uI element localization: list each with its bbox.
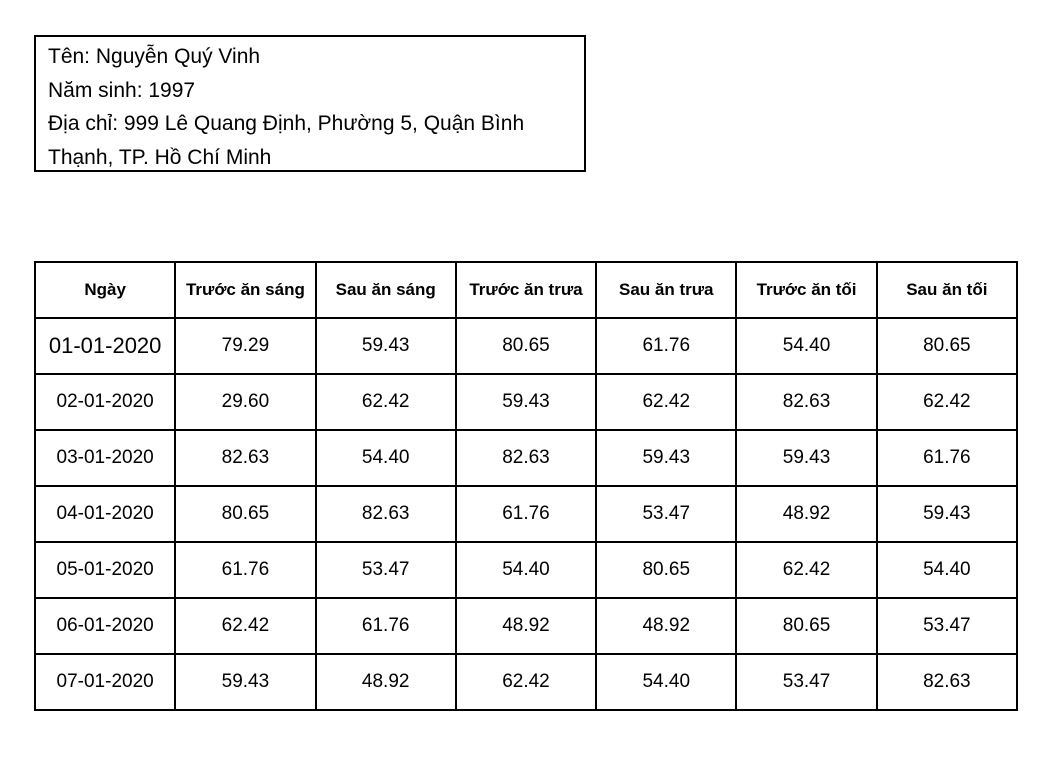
table-cell: 59.43 <box>875 485 1019 543</box>
table-row: 06-01-2020 62.42 61.76 48.92 48.92 80.65… <box>33 597 1019 655</box>
table-cell: 48.92 <box>314 653 457 711</box>
table-cell: 62.42 <box>314 373 457 431</box>
table-cell: 53.47 <box>735 653 878 711</box>
table-cell: 54.40 <box>595 653 738 711</box>
table-cell-date: 01-01-2020 <box>33 317 177 375</box>
table-cell: 59.43 <box>595 429 738 487</box>
patient-address: Địa chỉ: 999 Lê Quang Định, Phường 5, Qu… <box>48 112 525 169</box>
table-cell-date: 05-01-2020 <box>33 541 177 599</box>
header-before-dinner: Trước ăn tối <box>735 261 878 319</box>
table-cell: 59.43 <box>314 317 457 375</box>
table-cell: 53.47 <box>314 541 457 599</box>
table-cell: 54.40 <box>454 541 598 599</box>
table-cell: 62.42 <box>875 373 1019 431</box>
header-date: Ngày <box>33 261 177 319</box>
header-after-lunch: Sau ăn trưa <box>595 261 738 319</box>
table-cell-date: 06-01-2020 <box>33 597 177 655</box>
table-cell: 82.63 <box>314 485 457 543</box>
table-row: 02-01-2020 29.60 62.42 59.43 62.42 82.63… <box>33 373 1019 431</box>
table-row: 04-01-2020 80.65 82.63 61.76 53.47 48.92… <box>33 485 1019 543</box>
glucose-readings-table: Ngày Trước ăn sáng Sau ăn sáng Trước ăn … <box>33 261 1019 711</box>
table-cell: 80.65 <box>454 317 598 375</box>
table-cell: 61.76 <box>875 429 1019 487</box>
table-cell: 54.40 <box>875 541 1019 599</box>
table-cell: 61.76 <box>314 597 457 655</box>
header-after-breakfast: Sau ăn sáng <box>314 261 457 319</box>
table-cell-date: 02-01-2020 <box>33 373 177 431</box>
table-cell: 62.42 <box>735 541 878 599</box>
table-cell: 80.65 <box>875 317 1019 375</box>
table-cell: 82.63 <box>875 653 1019 711</box>
table-cell: 29.60 <box>174 373 317 431</box>
header-before-lunch: Trước ăn trưa <box>454 261 598 319</box>
table-cell: 82.63 <box>454 429 598 487</box>
table-row: 01-01-2020 79.29 59.43 80.65 61.76 54.40… <box>33 317 1019 375</box>
table-header-row: Ngày Trước ăn sáng Sau ăn sáng Trước ăn … <box>33 261 1019 319</box>
patient-birth-year: Năm sinh: 1997 <box>48 78 196 102</box>
table-cell-date: 07-01-2020 <box>33 653 177 711</box>
table-cell: 62.42 <box>174 597 317 655</box>
table-cell: 61.76 <box>595 317 738 375</box>
table-cell: 80.65 <box>174 485 317 543</box>
table-cell: 59.43 <box>735 429 878 487</box>
table-row: 07-01-2020 59.43 48.92 62.42 54.40 53.47… <box>33 653 1019 711</box>
table-cell: 53.47 <box>595 485 738 543</box>
patient-name: Tên: Nguyễn Quý Vinh <box>48 45 261 68</box>
table-cell: 48.92 <box>735 485 878 543</box>
table-cell: 62.42 <box>595 373 738 431</box>
table-cell: 54.40 <box>735 317 878 375</box>
table-cell: 79.29 <box>174 317 317 375</box>
table-cell: 61.76 <box>174 541 317 599</box>
table-cell: 61.76 <box>454 485 598 543</box>
table-cell: 54.40 <box>314 429 457 487</box>
table-cell-date: 03-01-2020 <box>33 429 177 487</box>
table-cell: 59.43 <box>174 653 317 711</box>
table-cell: 53.47 <box>875 597 1019 655</box>
table-cell: 59.43 <box>454 373 598 431</box>
table-row: 03-01-2020 82.63 54.40 82.63 59.43 59.43… <box>33 429 1019 487</box>
table-cell-date: 04-01-2020 <box>33 485 177 543</box>
table-cell: 48.92 <box>454 597 598 655</box>
table-cell: 82.63 <box>174 429 317 487</box>
header-after-dinner: Sau ăn tối <box>875 261 1019 319</box>
table-cell: 80.65 <box>595 541 738 599</box>
table-cell: 80.65 <box>735 597 878 655</box>
table-cell: 62.42 <box>454 653 598 711</box>
table-cell: 82.63 <box>735 373 878 431</box>
table-cell: 48.92 <box>595 597 738 655</box>
patient-info-box: Tên: Nguyễn Quý Vinh Năm sinh: 1997 Địa … <box>34 35 586 172</box>
table-row: 05-01-2020 61.76 53.47 54.40 80.65 62.42… <box>33 541 1019 599</box>
header-before-breakfast: Trước ăn sáng <box>174 261 317 319</box>
